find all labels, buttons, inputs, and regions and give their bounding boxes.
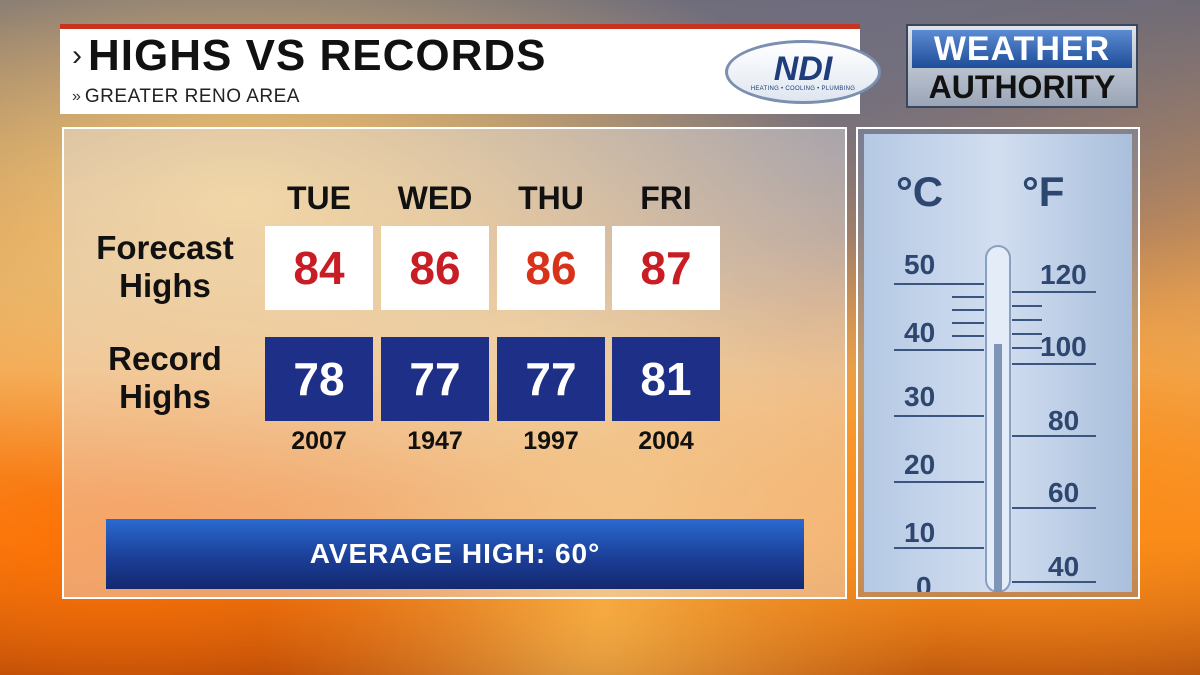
forecast-value: 84 [293,242,345,294]
record-year-fri: 2004 [638,427,694,455]
ndi-logo-letters: NDI [773,50,833,88]
record-highs-label: Record Highs [108,340,222,415]
weather-authority-logo: WEATHER AUTHORITY [906,24,1138,108]
fahrenheit-tick-80: 80 [1048,405,1079,436]
celsius-tick-10: 10 [904,517,935,548]
ndi-logo: NDI HEATING • COOLING • PLUMBING [725,40,881,104]
record-value: 81 [640,353,692,405]
record-box-thu: 77 [497,337,605,421]
page-subtitle: GREATER RENO AREA [84,86,300,107]
record-value: 77 [409,353,461,405]
celsius-unit: °C [896,168,943,215]
record-value: 77 [525,353,577,405]
fahrenheit-unit: °F [1022,168,1064,215]
celsius-tick-0: 0 [916,571,932,592]
day-label-thu: THU [518,180,584,216]
record-box-tue: 78 [265,337,373,421]
forecast-box-wed: 86 [381,226,489,310]
forecast-box-tue: 84 [265,226,373,310]
record-box-wed: 77 [381,337,489,421]
record-value: 78 [293,353,345,405]
day-label-tue: TUE [287,180,351,216]
fahrenheit-tick-60: 60 [1048,477,1079,508]
title-row: › HIGHS VS RECORDS [72,34,547,78]
thermometer-scale-lines [894,283,1096,583]
celsius-tick-50: 50 [904,249,935,280]
record-box-fri: 81 [612,337,720,421]
average-high-bar: AVERAGE HIGH: 60° [106,519,804,589]
celsius-tick-30: 30 [904,381,935,412]
day-label-wed: WED [397,180,473,216]
day-label-fri: FRI [640,180,692,216]
fahrenheit-tick-40: 40 [1048,551,1079,582]
fahrenheit-tick-120: 120 [1040,259,1087,290]
thermometer-image: °C °F 50 40 30 20 10 0 120 100 80 60 40 [864,134,1132,592]
double-chevron-icon: » [72,88,81,105]
fahrenheit-tick-100: 100 [1040,331,1087,362]
ndi-logo-tagline: HEATING • COOLING • PLUMBING [750,86,856,92]
record-year-wed: 1947 [407,427,463,455]
record-year-thu: 1997 [523,427,579,455]
forecast-highs-label: Forecast Highs [96,229,234,304]
forecast-box-fri: 87 [612,226,720,310]
celsius-tick-20: 20 [904,449,935,480]
page-title: HIGHS VS RECORDS [88,31,547,80]
subtitle-row: » GREATER RENO AREA [72,86,300,108]
weather-authority-line2: AUTHORITY [928,69,1116,105]
chevron-right-icon: › [72,39,82,72]
celsius-tick-40: 40 [904,317,935,348]
thermometer-mercury [994,344,1002,592]
forecast-box-thu: 86 [497,226,605,310]
forecast-value: 86 [525,242,577,294]
weather-authority-line1: WEATHER [912,30,1132,68]
forecast-value: 86 [409,242,461,294]
record-year-tue: 2007 [291,427,347,455]
forecast-value: 87 [640,242,692,294]
